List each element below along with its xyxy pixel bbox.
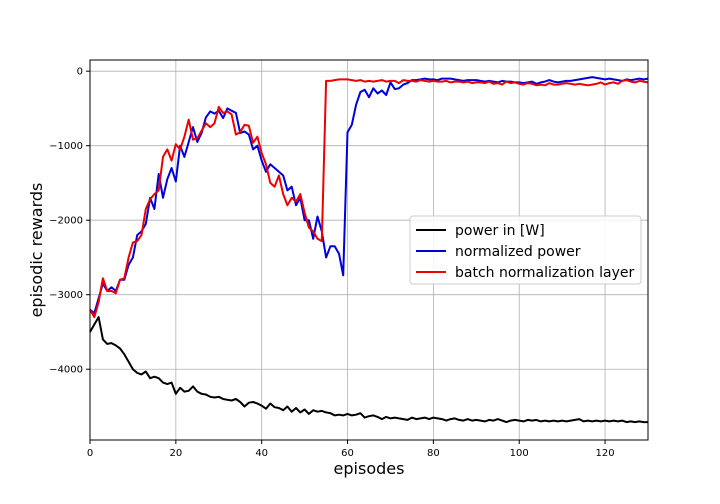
x-axis-ticks: 0 20 40 60 80 100 120 bbox=[87, 440, 615, 459]
x-tick-label: 0 bbox=[87, 448, 93, 459]
plot-frame bbox=[89, 59, 649, 441]
x-tick-label: 40 bbox=[255, 448, 268, 459]
y-tick-label: −2000 bbox=[49, 216, 83, 227]
legend-box bbox=[409, 215, 642, 285]
x-tick-label: 60 bbox=[341, 448, 354, 459]
series-line-0 bbox=[89, 316, 648, 424]
y-tick-label: −4000 bbox=[49, 365, 83, 376]
y-tick-label: −3000 bbox=[49, 290, 83, 301]
x-tick-label: 80 bbox=[427, 448, 440, 459]
x-tick-label: 20 bbox=[169, 448, 182, 459]
legend-label-2: batch normalization layer bbox=[455, 265, 634, 281]
y-axis-ticks: 0 −1000 −2000 −3000 −4000 bbox=[49, 67, 90, 376]
legend: power in [W] normalized power batch normal… bbox=[409, 215, 642, 285]
y-axis-label: episodic rewards bbox=[27, 183, 46, 318]
legend-label-1: normalized power bbox=[455, 244, 581, 260]
series-line-1 bbox=[89, 76, 649, 315]
legend-label-0: power in [W] bbox=[455, 223, 545, 239]
series-line-2 bbox=[89, 78, 649, 319]
x-axis-label: episodes bbox=[334, 459, 405, 478]
y-tick-label: −1000 bbox=[49, 141, 83, 152]
x-tick-label: 100 bbox=[510, 448, 529, 459]
y-tick-label: 0 bbox=[77, 67, 83, 78]
x-tick-label: 120 bbox=[596, 448, 615, 459]
series-lines bbox=[89, 76, 649, 424]
